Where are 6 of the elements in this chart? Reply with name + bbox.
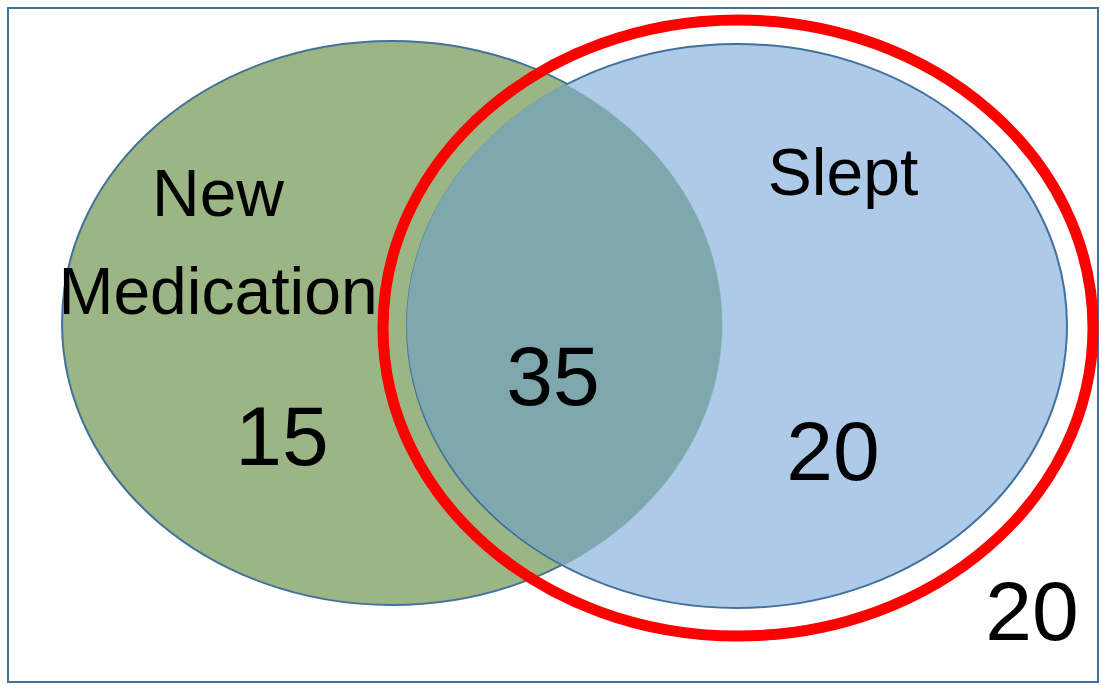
data-label: 15 xyxy=(235,389,329,483)
data-label: 20 xyxy=(786,404,880,498)
data-label: 20 xyxy=(985,564,1079,658)
category-label: Slept xyxy=(767,135,919,209)
category-label: New Medication xyxy=(58,156,378,328)
data-label: 35 xyxy=(506,329,600,423)
